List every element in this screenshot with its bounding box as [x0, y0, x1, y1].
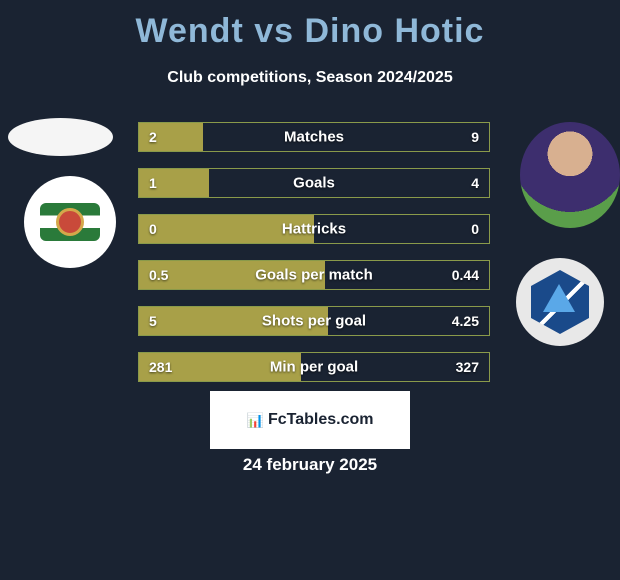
- season-subtitle: Club competitions, Season 2024/2025: [0, 69, 620, 87]
- club-right-logo-icon: [531, 270, 589, 334]
- bar-value-right: 4: [471, 175, 479, 191]
- stat-bar: Goals per match 0.5 0.44: [138, 260, 490, 290]
- stat-bar: Matches 2 9: [138, 122, 490, 152]
- player-left-avatar: [8, 118, 113, 156]
- bar-value-left: 5: [149, 313, 157, 329]
- bar-value-right: 9: [471, 129, 479, 145]
- comparison-title: Wendt vs Dino Hotic: [0, 0, 620, 51]
- stat-bar: Goals 1 4: [138, 168, 490, 198]
- bar-value-left: 1: [149, 175, 157, 191]
- site-badge: 📊 FcTables.com: [210, 391, 410, 449]
- bar-value-right: 327: [456, 359, 479, 375]
- chart-icon: 📊: [247, 412, 264, 429]
- bar-value-left: 0.5: [149, 267, 168, 283]
- site-name: FcTables.com: [268, 411, 374, 429]
- stat-bar: Hattricks 0 0: [138, 214, 490, 244]
- bar-label: Hattricks: [282, 221, 346, 238]
- bar-value-left: 2: [149, 129, 157, 145]
- bar-fill-right: [209, 169, 489, 197]
- bar-value-right: 0: [471, 221, 479, 237]
- bar-label: Shots per goal: [262, 313, 366, 330]
- club-left-badge: [24, 176, 116, 268]
- stats-bars: Matches 2 9 Goals 1 4 Hattricks 0 0 Goals per mat…: [138, 122, 490, 398]
- footer-date: 24 february 2025: [243, 455, 377, 475]
- club-left-logo-icon: [40, 203, 100, 241]
- bar-fill-right: [203, 123, 489, 151]
- bar-value-left: 281: [149, 359, 172, 375]
- bar-label: Min per goal: [270, 359, 358, 376]
- bar-label: Goals per match: [255, 267, 373, 284]
- bar-value-left: 0: [149, 221, 157, 237]
- player-right-avatar: [520, 122, 620, 228]
- bar-value-right: 4.25: [452, 313, 479, 329]
- bar-label: Matches: [284, 129, 344, 146]
- bar-label: Goals: [293, 175, 335, 192]
- stat-bar: Shots per goal 5 4.25: [138, 306, 490, 336]
- club-right-badge: [516, 258, 604, 346]
- bar-value-right: 0.44: [452, 267, 479, 283]
- stat-bar: Min per goal 281 327: [138, 352, 490, 382]
